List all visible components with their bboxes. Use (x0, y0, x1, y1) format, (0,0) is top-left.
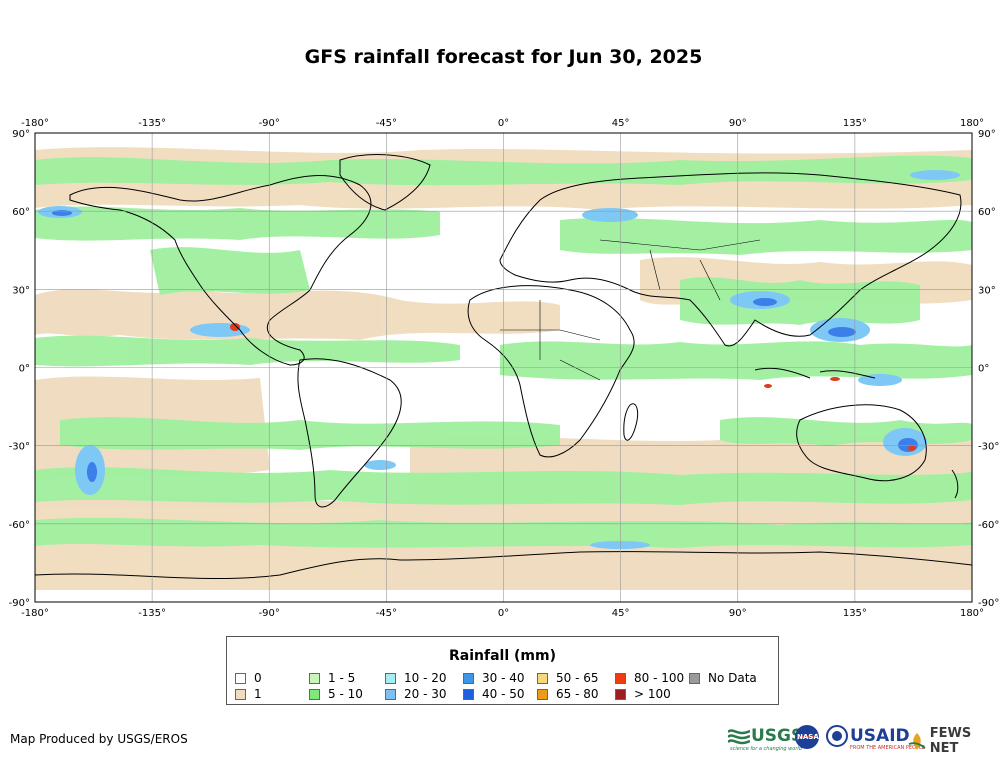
legend-item: 1 (235, 687, 262, 701)
longitude-tick-label: 135° (843, 118, 867, 129)
longitude-tick-label: -45° (376, 608, 397, 619)
usaid-tagline: FROM THE AMERICAN PEOPLE (850, 745, 925, 751)
precipitation-field (35, 133, 972, 602)
legend-swatch (309, 688, 320, 700)
legend-item: 30 - 40 (463, 671, 525, 685)
legend-label: 5 - 10 (328, 687, 363, 701)
longitude-tick-label: -135° (138, 608, 166, 619)
legend-swatch (689, 672, 700, 684)
legend-title: Rainfall (mm) (449, 648, 556, 664)
legend-label: 20 - 30 (404, 687, 447, 701)
nasa-logo: NASA (794, 724, 820, 750)
legend-item: 10 - 20 (385, 671, 447, 685)
latitude-tick-label: -60° (978, 520, 999, 531)
legend-swatch (385, 672, 396, 684)
latitude-tick-label: -90° (978, 598, 999, 609)
longitude-tick-label: -90° (259, 608, 280, 619)
fewsnet-logo: FEWS NET (906, 726, 1000, 756)
legend-item: No Data (689, 671, 757, 685)
legend-swatch (385, 688, 396, 700)
map-credit: Map Produced by USGS/EROS (10, 732, 188, 746)
legend-label: > 100 (634, 687, 671, 701)
longitude-tick-label: 0° (498, 118, 509, 129)
legend-swatch (537, 672, 548, 684)
legend-label: No Data (708, 671, 757, 685)
rainfall-legend: Rainfall (mm) 0 1 1 - 5 5 - 10 10 - 20 20 - 3… (226, 636, 779, 705)
latitude-tick-label: -30° (9, 442, 30, 453)
legend-label: 0 (254, 671, 262, 685)
legend-swatch (235, 688, 246, 700)
rainfall-map: -180° -135° -90° -45° 0° 45° 90° 135° 180° -180°… (9, 118, 1000, 619)
legend-label: 40 - 50 (482, 687, 525, 701)
legend-swatch (615, 672, 626, 684)
latitude-tick-label: 60° (978, 207, 996, 218)
usaid-logo: USAID (826, 725, 910, 747)
legend-item: 40 - 50 (463, 687, 525, 701)
legend-label: 1 (254, 687, 262, 701)
latitude-tick-label: -30° (978, 442, 999, 453)
longitude-tick-label: -135° (138, 118, 166, 129)
legend-label: 10 - 20 (404, 671, 447, 685)
longitude-tick-label: -90° (259, 118, 280, 129)
latitude-labels-right: 90° 60° 30° 0° -30° -60° -90° (978, 129, 999, 609)
legend-swatch (615, 688, 626, 700)
latitude-tick-label: 90° (978, 129, 996, 140)
latitude-tick-label: 90° (12, 129, 30, 140)
legend-item: 5 - 10 (309, 687, 363, 701)
legend-label: 80 - 100 (634, 671, 685, 685)
legend-label: 30 - 40 (482, 671, 525, 685)
legend-item: 80 - 100 (615, 671, 684, 685)
longitude-tick-label: 45° (612, 118, 630, 129)
longitude-labels-bottom: -180° -135° -90° -45° 0° 45° 90° 135° 180° (21, 608, 984, 619)
usgs-wave-icon (728, 729, 750, 745)
legend-label: 1 - 5 (328, 671, 356, 685)
usgs-logo: USGS (728, 726, 803, 746)
legend-item: 20 - 30 (385, 687, 447, 701)
legend-swatch (537, 688, 548, 700)
longitude-tick-label: 180° (960, 118, 984, 129)
map-frame (34, 132, 973, 603)
latitude-tick-label: 60° (12, 207, 30, 218)
latitude-tick-label: 0° (19, 364, 30, 375)
legend-swatch (235, 672, 246, 684)
latitude-tick-label: 30° (978, 285, 996, 296)
latitude-tick-label: -90° (9, 598, 30, 609)
legend-item: 50 - 65 (537, 671, 599, 685)
legend-label: 65 - 80 (556, 687, 599, 701)
longitude-labels-top: -180° -135° -90° -45° 0° 45° 90° 135° 180° (21, 118, 984, 129)
longitude-tick-label: 90° (729, 608, 747, 619)
longitude-tick-label: 90° (729, 118, 747, 129)
map-title: GFS rainfall forecast for Jun 30, 2025 (304, 46, 703, 68)
longitude-tick-label: -180° (21, 118, 49, 129)
latitude-tick-label: 30° (12, 285, 30, 296)
legend-item: > 100 (615, 687, 671, 701)
latitude-tick-label: -60° (9, 520, 30, 531)
longitude-tick-label: 0° (498, 608, 509, 619)
partner-logos: USGS science for a changing world NASA U… (728, 724, 1000, 756)
longitude-tick-label: -45° (376, 118, 397, 129)
usgs-tagline: science for a changing world (730, 746, 802, 752)
fewsnet-wordmark: FEWS NET (929, 726, 972, 756)
legend-item: 65 - 80 (537, 687, 599, 701)
legend-swatch (309, 672, 320, 684)
legend-item: 0 (235, 671, 262, 685)
longitude-tick-label: -180° (21, 608, 49, 619)
legend-item: 1 - 5 (309, 671, 355, 685)
longitude-tick-label: 135° (843, 608, 867, 619)
legend-label: 50 - 65 (556, 671, 599, 685)
usgs-wordmark: USGS (751, 726, 804, 746)
graticule (35, 133, 972, 602)
nasa-wordmark: NASA (797, 733, 819, 741)
legend-swatch (463, 688, 474, 700)
usaid-wordmark: USAID (850, 726, 910, 746)
longitude-tick-label: 180° (960, 608, 984, 619)
longitude-tick-label: 45° (612, 608, 630, 619)
legend-swatch (463, 672, 474, 684)
latitude-tick-label: 0° (978, 364, 989, 375)
latitude-labels-left: 90° 60° 30° 0° -30° -60° -90° (9, 129, 30, 609)
